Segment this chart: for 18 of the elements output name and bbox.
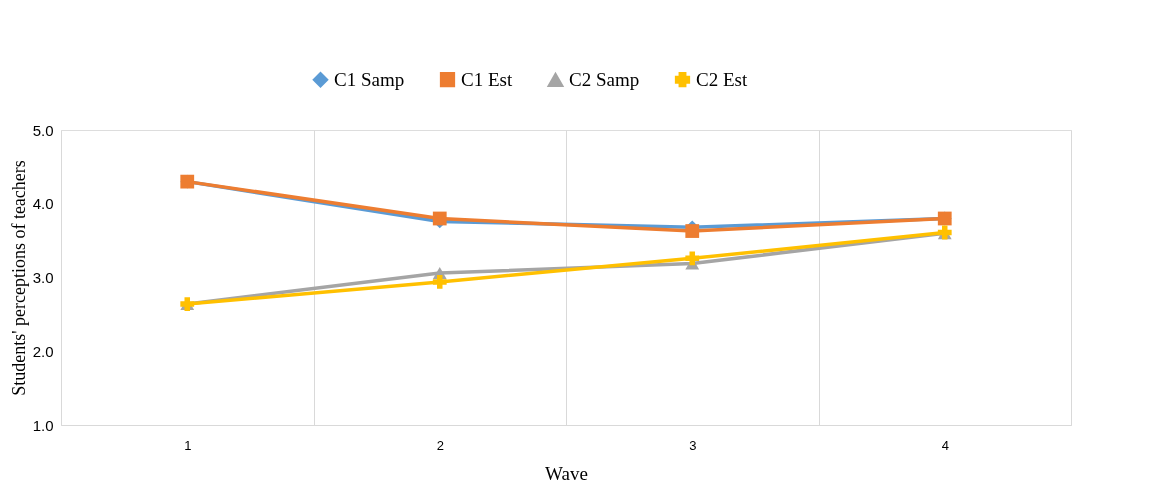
legend-label: C2 Est	[696, 68, 748, 90]
x-tick-label: 2	[436, 437, 444, 453]
legend-label: C1 Samp	[334, 68, 405, 90]
y-tick-label: 4.0	[32, 195, 54, 213]
legend-label: C2 Samp	[569, 69, 640, 91]
x-tick-label: 3	[689, 437, 697, 453]
legend-label: C1 Est	[461, 68, 513, 90]
x-tick-label: 1	[184, 437, 192, 453]
y-tick-label: 2.0	[32, 342, 54, 360]
point	[432, 275, 447, 289]
y-tick-label: 3.0	[32, 269, 54, 286]
x-axis-title: Wave	[545, 462, 588, 484]
y-tick-label: 1.0	[32, 416, 54, 434]
point	[685, 251, 700, 266]
y-tick-label: 5.0	[32, 121, 54, 139]
x-tick-label: 4	[941, 437, 949, 453]
y-axis-title: Students' perceptions of teachers	[8, 160, 29, 396]
point	[685, 224, 700, 238]
